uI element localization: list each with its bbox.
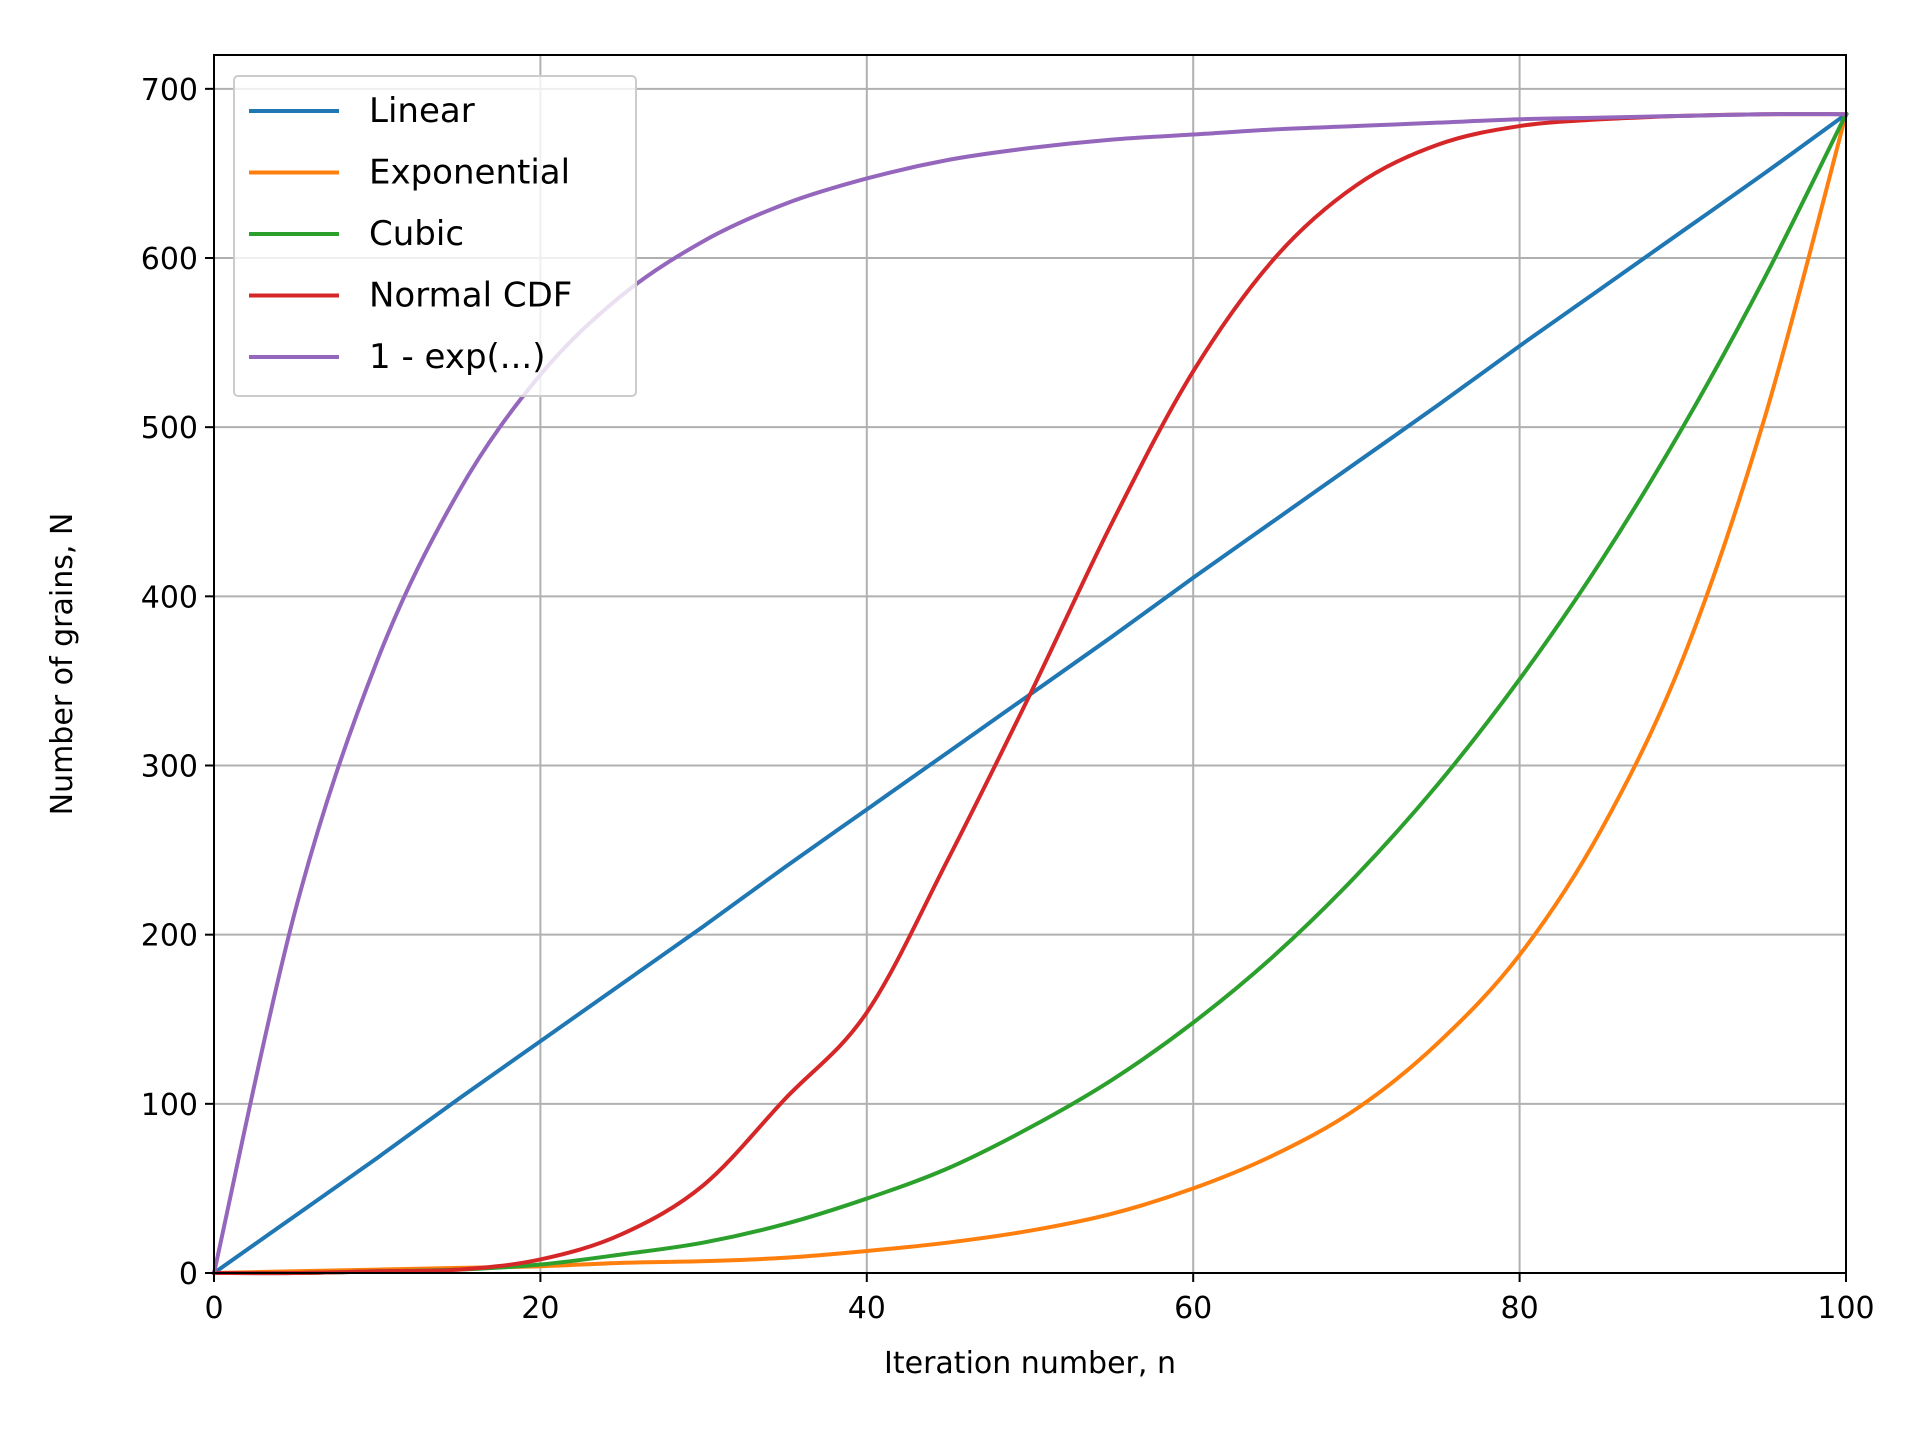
legend-label: Exponential	[369, 153, 570, 193]
series-line-1-exp	[211, 112, 1849, 1276]
legend-label: 1 - exp(...)	[369, 337, 546, 377]
y-tick-label: 200	[141, 919, 198, 954]
x-axis-ticks: 0 20 40 60 80 100	[204, 1273, 1875, 1326]
y-tick-label: 100	[141, 1088, 198, 1123]
series-lines	[211, 111, 1849, 1276]
y-tick-label: 700	[141, 73, 198, 108]
y-tick-label: 0	[179, 1257, 198, 1292]
y-tick-label: 300	[141, 750, 198, 785]
y-tick-label: 400	[141, 580, 198, 615]
y-axis-ticks: 0 100 200 300 400 500 600 700	[141, 73, 214, 1292]
grid-lines	[213, 55, 1847, 1274]
legend-label: Cubic	[369, 214, 464, 254]
y-tick-label: 600	[141, 242, 198, 277]
x-tick-label: 80	[1501, 1291, 1539, 1326]
x-tick-label: 20	[521, 1291, 559, 1326]
series-line-normal-cdf	[211, 112, 1849, 1276]
y-axis-label: Number of grains, N	[45, 513, 80, 816]
legend-box	[233, 75, 637, 397]
x-tick-label: 0	[204, 1291, 223, 1326]
legend-label: Normal CDF	[369, 276, 572, 316]
plot-frame	[213, 54, 1847, 1274]
legend-label: Linear	[369, 91, 475, 131]
legend-items: Linear Exponential Cubic Normal CDF 1 - exp(…	[249, 91, 572, 377]
y-tick-label: 500	[141, 411, 198, 446]
x-tick-label: 100	[1817, 1291, 1874, 1326]
x-tick-label: 60	[1174, 1291, 1212, 1326]
series-line-cubic	[211, 111, 1849, 1276]
x-axis-label: Iteration number, n	[884, 1346, 1176, 1381]
legend: Linear Exponential Cubic Normal CDF 1 - exp(…	[233, 75, 637, 397]
x-tick-label: 40	[848, 1291, 886, 1326]
